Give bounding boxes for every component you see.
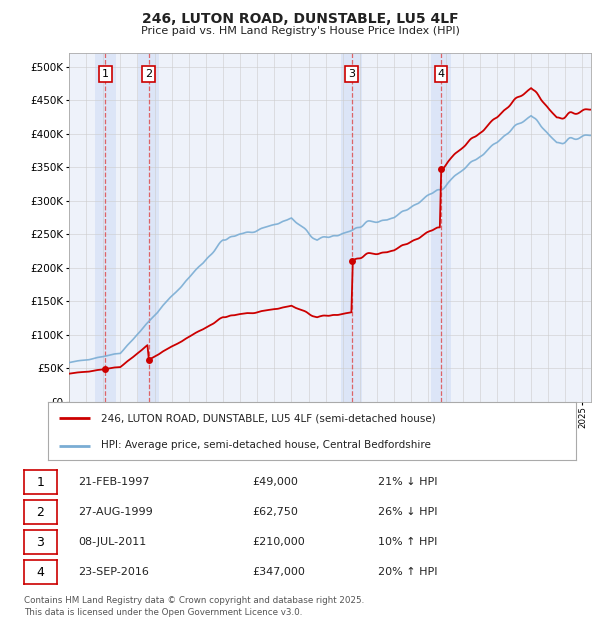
Bar: [431, 53, 451, 402]
Text: HPI: Average price, semi-detached house, Central Bedfordshire: HPI: Average price, semi-detached house,…: [101, 440, 431, 451]
Text: 2: 2: [37, 506, 44, 519]
Text: 21% ↓ HPI: 21% ↓ HPI: [378, 477, 437, 487]
Text: 20% ↑ HPI: 20% ↑ HPI: [378, 567, 437, 577]
Text: 08-JUL-2011: 08-JUL-2011: [78, 537, 146, 547]
Text: 3: 3: [37, 536, 44, 549]
Text: Contains HM Land Registry data © Crown copyright and database right 2025.
This d: Contains HM Land Registry data © Crown c…: [24, 596, 364, 617]
Bar: [341, 53, 362, 402]
Text: £347,000: £347,000: [252, 567, 305, 577]
Bar: [139, 53, 159, 402]
Text: 3: 3: [348, 69, 355, 79]
Text: 2: 2: [145, 69, 152, 79]
Text: 27-AUG-1999: 27-AUG-1999: [78, 507, 153, 517]
Text: 246, LUTON ROAD, DUNSTABLE, LU5 4LF (semi-detached house): 246, LUTON ROAD, DUNSTABLE, LU5 4LF (sem…: [101, 414, 436, 423]
Text: 21-FEB-1997: 21-FEB-1997: [78, 477, 149, 487]
Text: 1: 1: [102, 69, 109, 79]
Text: Price paid vs. HM Land Registry's House Price Index (HPI): Price paid vs. HM Land Registry's House …: [140, 26, 460, 36]
Text: 1: 1: [37, 476, 44, 489]
Bar: [95, 53, 116, 402]
Text: 4: 4: [437, 69, 445, 79]
Text: £62,750: £62,750: [252, 507, 298, 517]
Text: 23-SEP-2016: 23-SEP-2016: [78, 567, 149, 577]
Text: £49,000: £49,000: [252, 477, 298, 487]
Text: 246, LUTON ROAD, DUNSTABLE, LU5 4LF: 246, LUTON ROAD, DUNSTABLE, LU5 4LF: [142, 12, 458, 27]
Text: 10% ↑ HPI: 10% ↑ HPI: [378, 537, 437, 547]
Text: £210,000: £210,000: [252, 537, 305, 547]
Text: 26% ↓ HPI: 26% ↓ HPI: [378, 507, 437, 517]
Text: 4: 4: [37, 565, 44, 578]
